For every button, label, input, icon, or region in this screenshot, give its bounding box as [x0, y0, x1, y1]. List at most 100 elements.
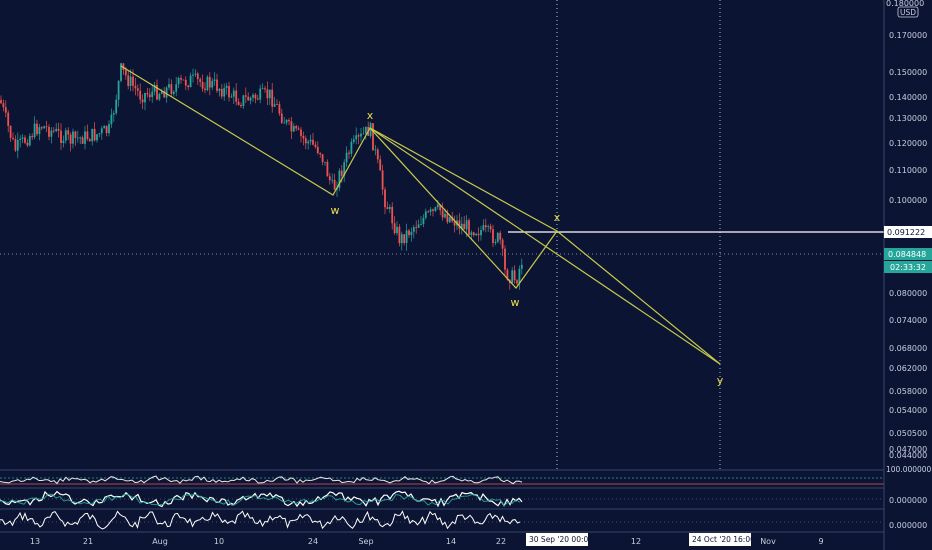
candle-body — [206, 76, 209, 91]
candle-body — [283, 122, 286, 124]
candle-body — [288, 119, 290, 122]
time-tick-label: 21 — [83, 537, 93, 546]
candle-body — [189, 75, 192, 88]
candle-body — [74, 131, 77, 138]
pattern-zigzag[interactable] — [120, 65, 721, 365]
candle-body — [96, 134, 98, 141]
crosshair-date-tag-2 — [689, 533, 751, 546]
candle-body — [439, 204, 442, 211]
indicator-axis-label-3: 0.000000 — [889, 521, 927, 530]
candle-body — [175, 84, 178, 92]
candle-body — [184, 79, 187, 86]
candle-body — [379, 159, 382, 171]
candle-body — [328, 176, 331, 181]
candle-body — [405, 230, 408, 243]
candle-body — [273, 104, 276, 107]
candle-body — [276, 104, 278, 105]
candle-body — [136, 88, 139, 91]
candle-body — [504, 248, 506, 270]
candle-body — [256, 98, 259, 100]
price-tick-label: 0.150000 — [889, 68, 927, 77]
candle-body — [304, 138, 307, 144]
candle-body — [12, 137, 14, 140]
time-tick-label: 24 — [308, 537, 318, 546]
candle-body — [271, 89, 274, 107]
candle-body — [264, 88, 266, 90]
candle-body — [160, 91, 163, 94]
candle-body — [420, 224, 422, 225]
candle-body — [14, 139, 17, 151]
candle-body — [24, 137, 26, 143]
candle-body — [21, 137, 24, 139]
candle-body — [208, 76, 211, 88]
price-tick-label: 0.062000 — [889, 364, 927, 373]
candle-body — [100, 128, 103, 134]
candle-body — [158, 93, 161, 100]
candle-body — [307, 141, 310, 144]
candle-body — [192, 74, 194, 76]
candle-body — [108, 124, 110, 134]
time-tick-label: 10 — [214, 537, 224, 546]
candle-body — [144, 93, 146, 103]
time-axis[interactable]: 13 21 Aug 10 24 Sep 14 22 12 Nov 9 30 Sep '20 00:0… — [0, 531, 884, 546]
candle-body — [513, 270, 516, 281]
candle-body — [427, 211, 430, 213]
pattern-lower-line[interactable] — [369, 127, 721, 365]
candle-body — [139, 90, 142, 100]
candle-body — [127, 75, 130, 86]
candle-body — [472, 232, 475, 236]
candle-body — [91, 128, 94, 142]
candle-body — [170, 84, 173, 94]
candle-body — [460, 223, 463, 229]
candle-body — [88, 139, 91, 142]
candle-body — [477, 233, 480, 236]
candle-body — [67, 130, 70, 135]
candle-body — [43, 126, 46, 129]
candle-body — [422, 217, 425, 225]
candle-body — [312, 139, 314, 145]
candle-body — [247, 96, 250, 101]
candle-body — [321, 154, 324, 163]
candle-body — [309, 139, 312, 142]
candle-body — [180, 77, 182, 80]
pattern-upper-line[interactable] — [369, 127, 558, 232]
candle-body — [408, 230, 410, 236]
candle-body — [211, 80, 214, 88]
candle-body — [333, 179, 336, 190]
candle-body — [429, 209, 432, 212]
time-tick-label: Sep — [358, 537, 373, 546]
candle-body — [0, 100, 2, 104]
time-tick-label: 13 — [30, 537, 40, 546]
candle-body — [57, 128, 60, 131]
candle-body — [516, 280, 518, 284]
candle-body — [50, 130, 53, 137]
candle-body — [84, 131, 86, 144]
wxy-pattern[interactable] — [120, 65, 721, 365]
price-axis[interactable]: 0.180000 USD 0.170000 0.150000 0.140000 0.1… — [883, 0, 932, 550]
candle-body — [484, 225, 487, 228]
candle-body — [2, 103, 5, 108]
candle-body — [165, 87, 168, 98]
candle-body — [112, 113, 115, 115]
candle-body — [266, 89, 269, 99]
candle-body — [69, 134, 72, 144]
candle-body — [417, 224, 420, 228]
candle-body — [465, 220, 468, 230]
candle-body — [86, 131, 89, 140]
wave-labels: w x w x y — [331, 109, 724, 387]
price-tick-label: 0.074000 — [889, 316, 927, 325]
candle-body — [391, 206, 394, 224]
countdown-tag — [884, 261, 932, 273]
candle-body — [350, 141, 353, 154]
candle-body — [499, 232, 502, 240]
wave-label-w2: w — [511, 296, 520, 309]
candle-body — [424, 211, 427, 218]
time-tick-label: Aug — [152, 537, 168, 546]
candle-body — [290, 121, 293, 132]
candle-body — [345, 152, 348, 163]
currency-badge[interactable] — [897, 6, 919, 18]
candle-body — [31, 135, 34, 138]
indicator-axis-label-1: 100.000000 — [886, 465, 932, 474]
candle-body — [134, 85, 137, 89]
